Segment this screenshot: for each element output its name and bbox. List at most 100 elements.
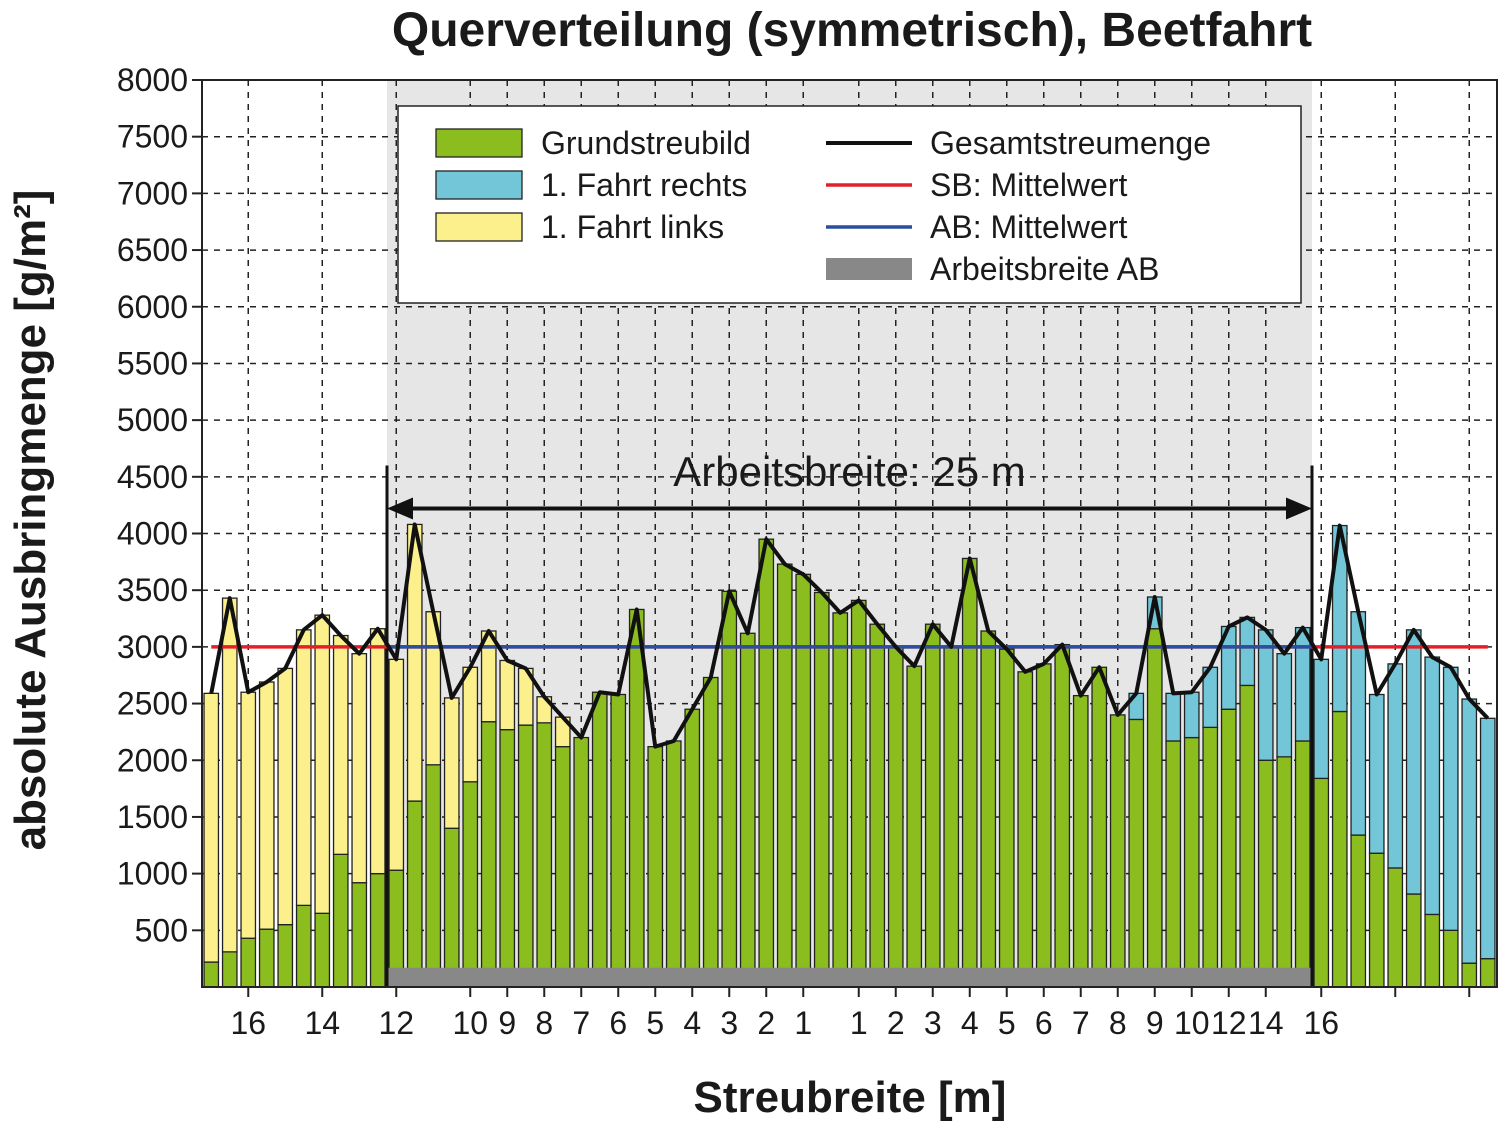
x-tick-label: 12 [1211,1005,1247,1041]
bar-grundstreubild [295,904,312,988]
bar-fahrt-links [332,634,349,856]
y-tick-label: 7500 [117,119,188,155]
bar-fahrt-rechts [1257,629,1274,761]
bar-grundstreubild [832,612,849,988]
y-tick-label: 5500 [117,345,188,381]
x-tick-label: 10 [452,1005,488,1041]
x-tick-label: 1 [850,1005,868,1041]
arbeitsbreite-annotation: Arbeitsbreite: 25 m [673,448,1026,495]
bar-grundstreubild [240,937,257,988]
bar-grundstreubild [332,853,349,988]
bar-fahrt-links [258,681,275,930]
bar-grundstreubild [443,827,460,988]
bar-grundstreubild [1461,962,1478,988]
bar-fahrt-links [462,666,479,783]
bar-grundstreubild [573,736,590,988]
legend: Grundstreubild 1. Fahrt rechts 1. Fahrt li… [397,105,1302,304]
y-tick-label: 4000 [117,516,188,552]
bar-fahrt-rechts [1165,692,1182,742]
bar-grundstreubild [1479,958,1496,988]
x-tick-label: 6 [1035,1005,1053,1041]
y-tick-label: 6000 [117,289,188,325]
bar-fahrt-links [351,653,368,884]
bar-fahrt-links [277,667,294,926]
bar-fahrt-links [388,658,405,871]
x-tick-label: 6 [609,1005,627,1041]
legend-label: Arbeitsbreite AB [930,251,1159,287]
x-tick-label: 8 [535,1005,553,1041]
y-tick-label: 5000 [117,402,188,438]
bar-grundstreubild [998,648,1015,988]
x-tick-label: 2 [887,1005,905,1041]
legend-swatch-fahrt-links [435,212,523,242]
bar-grundstreubild [258,928,275,988]
x-tick-label: 5 [646,1005,664,1041]
bar-grundstreubild [1387,867,1404,988]
bar-fahrt-rechts [1183,691,1200,739]
bar-grundstreubild [1146,628,1163,988]
bar-fahrt-links [240,691,257,939]
bar-grundstreubild [980,630,997,988]
x-tick-label: 12 [378,1005,414,1041]
y-axis-title: absolute Ausbringmenge [g/m²] [6,190,55,851]
bar-fahrt-links [499,659,516,731]
bar-grundstreubild [1442,929,1459,988]
legend-swatch-arbeitsbreite [826,258,912,280]
legend-label: AB: Mittelwert [930,209,1127,245]
bar-grundstreubild [1128,718,1145,988]
bar-grundstreubild [1202,726,1219,988]
bar-grundstreubild [721,590,738,988]
bar-fahrt-rechts [1239,616,1256,687]
x-axis-title: Streubreite [m] [694,1073,1007,1122]
bar-grundstreubild [776,563,793,988]
bar-grundstreubild [813,591,830,988]
bar-fahrt-links [295,629,312,907]
bar-grundstreubild [425,764,442,988]
bar-grundstreubild [1109,714,1126,988]
y-tick-label: 1000 [117,856,188,892]
bar-fahrt-rechts [1313,658,1330,780]
bar-grundstreubild [1313,777,1330,988]
bar-grundstreubild [1035,663,1052,988]
y-tick-label: 8000 [117,62,188,98]
arrow-head-right [1286,497,1312,520]
bar-grundstreubild [462,781,479,988]
bar-grundstreubild [850,599,867,988]
bar-grundstreubild [665,740,682,988]
bar-grundstreubild [702,676,719,988]
bar-grundstreubild [203,961,220,988]
bar-grundstreubild [795,573,812,988]
bar-fahrt-rechts [1479,717,1496,960]
bar-grundstreubild [887,646,904,988]
bar-fahrt-links [314,614,331,914]
bar-fahrt-rechts [1368,693,1385,854]
bar-fahrt-rechts [1294,626,1311,742]
bar-fahrt-rechts [1461,698,1478,964]
gesamtstreumenge-line [209,522,1490,749]
bar-grundstreubild [1405,893,1422,988]
bar-grundstreubild [1072,694,1089,988]
bar-fahrt-rechts [1276,653,1293,758]
x-tick-label: 9 [1146,1005,1164,1041]
bar-grundstreubild [906,665,923,988]
x-tick-label: 3 [924,1005,942,1041]
bar-grundstreubild [1054,643,1071,988]
working-width-bar [387,967,1312,987]
bar-grundstreubild [369,872,386,988]
bar-grundstreubild [943,646,960,988]
bar-grundstreubild [1350,834,1367,988]
x-tick-label: 2 [757,1005,775,1041]
y-tick-label: 2500 [117,686,188,722]
x-tick-label: 3 [720,1005,738,1041]
x-tick-label: 5 [998,1005,1016,1041]
bar-grundstreubild [924,623,941,988]
bar-grundstreubild [480,721,497,988]
bar-fahrt-rechts [1387,663,1404,869]
x-tick-label: 16 [1303,1005,1339,1041]
bar-fahrt-rechts [1442,666,1459,931]
x-tick-label: 7 [1072,1005,1090,1041]
bar-grundstreubild [1239,684,1256,988]
arrow-head-left [387,497,413,520]
